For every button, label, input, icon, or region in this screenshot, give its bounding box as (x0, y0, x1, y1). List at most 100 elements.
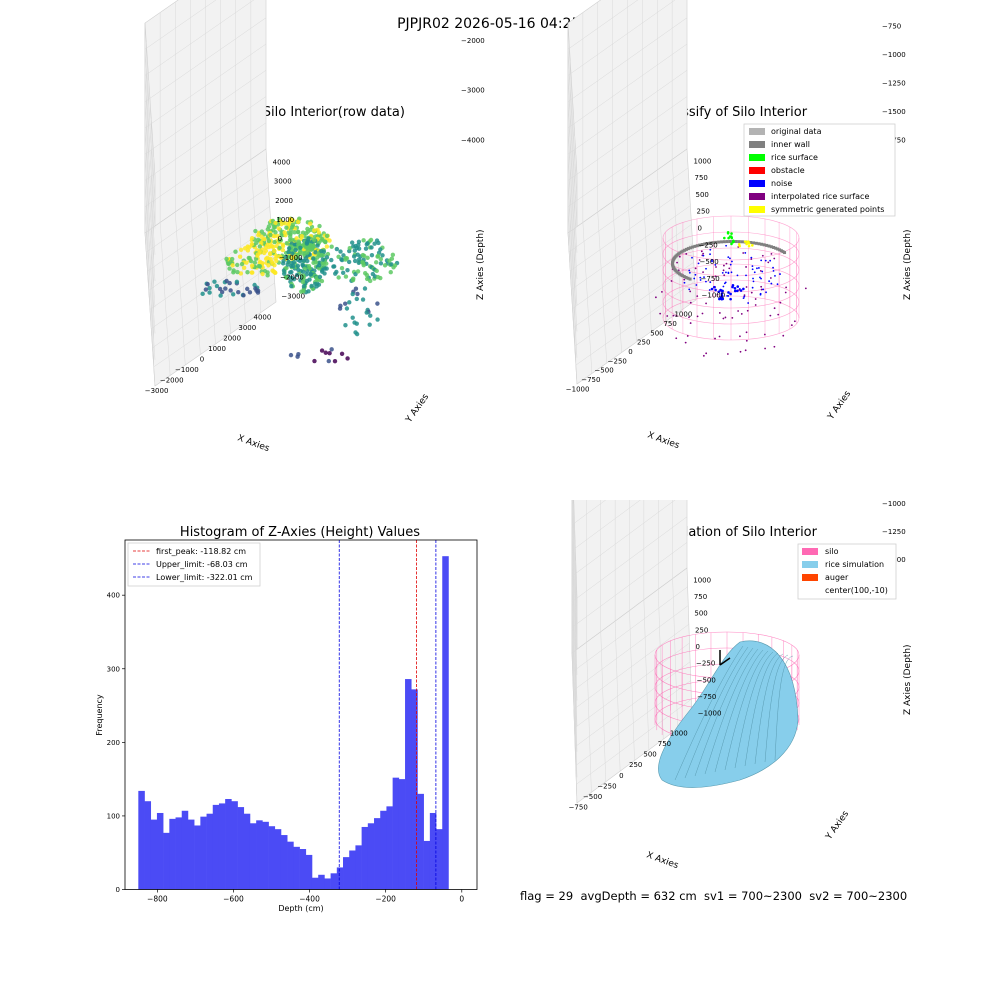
data-point (323, 239, 328, 245)
data-point (305, 229, 311, 234)
data-point (736, 289, 739, 293)
legend-frame (743, 123, 896, 217)
data-point (334, 246, 340, 252)
histogram-bar (367, 823, 375, 890)
data-point (289, 283, 294, 289)
data-point (234, 279, 240, 284)
data-point (760, 277, 762, 280)
data-point (338, 249, 343, 254)
y-tick-label: 2000 (275, 197, 293, 205)
data-point (760, 259, 763, 262)
tick-labels: −800 −600 −400 −200 0 0 100 200 300 400 (107, 592, 465, 904)
y-tick-label: 750 (694, 593, 707, 601)
data-point (737, 240, 741, 244)
data-point (731, 284, 735, 287)
data-point (271, 244, 276, 250)
data-point (361, 238, 366, 243)
z-tick-label: −4000 (461, 137, 485, 145)
data-point (228, 288, 233, 293)
data-point (708, 241, 712, 245)
histogram-bar (262, 821, 269, 890)
data-point (308, 221, 313, 226)
histogram-bar (311, 877, 319, 890)
data-point (262, 236, 267, 242)
data-point (289, 275, 295, 281)
data-point (743, 240, 747, 243)
legend-swatch (802, 561, 818, 568)
data-point (277, 238, 282, 243)
data-point (331, 264, 336, 269)
data-point (346, 259, 352, 265)
data-point (698, 243, 702, 247)
data-point (317, 274, 323, 280)
data-point (702, 252, 705, 255)
data-point (286, 249, 291, 255)
data-point (267, 251, 273, 256)
data-point (736, 285, 740, 288)
data-point (309, 224, 315, 230)
data-point (256, 232, 261, 238)
data-point (691, 256, 693, 259)
data-point (276, 226, 281, 231)
data-point (705, 352, 708, 355)
data-point (272, 239, 277, 245)
data-point (705, 280, 707, 283)
data-point (772, 266, 774, 269)
data-point (679, 250, 683, 254)
data-point (753, 271, 756, 274)
data-point (293, 247, 298, 253)
data-point (312, 358, 317, 364)
data-point (729, 297, 732, 301)
x-tick-label: −1000 (566, 385, 590, 393)
data-point (354, 321, 359, 326)
x-tick-label: 3000 (238, 324, 256, 332)
data-point (715, 266, 717, 268)
data-point (725, 244, 728, 247)
data-point (376, 240, 381, 246)
data-point (688, 246, 692, 250)
data-point (727, 295, 730, 297)
data-point (762, 243, 766, 247)
data-point (329, 257, 334, 263)
data-point (299, 289, 304, 294)
data-point (277, 245, 282, 251)
data-point (324, 244, 330, 249)
x-tick-label: 750 (658, 740, 671, 748)
x-tick-label: −500 (594, 367, 613, 375)
y-tick-label: 0 (278, 235, 282, 243)
x-tick-label: 1000 (208, 345, 226, 353)
data-point (306, 236, 311, 241)
data-point (284, 265, 289, 271)
histogram-bars (138, 556, 449, 890)
data-point (723, 236, 726, 240)
data-point (695, 284, 698, 286)
data-point (684, 247, 688, 251)
y-tick-label: −500 (700, 258, 719, 266)
data-point (702, 354, 705, 357)
histogram-bar (305, 854, 313, 890)
x-tick-label: −200 (375, 895, 396, 904)
x-tick-label: −250 (597, 782, 616, 790)
legend-swatch (749, 128, 765, 135)
legend-swatch (749, 193, 765, 200)
legend-label: center(100,-10) (825, 586, 888, 595)
data-point (683, 281, 686, 284)
data-point (336, 275, 341, 280)
data-point (672, 314, 675, 317)
data-point (765, 243, 769, 247)
data-point (774, 246, 778, 250)
data-point (745, 339, 748, 342)
y-tick-label: 750 (695, 174, 708, 182)
data-point (239, 261, 245, 267)
data-point (249, 236, 255, 241)
data-point (778, 248, 782, 252)
data-point (756, 267, 758, 270)
data-point (392, 263, 398, 268)
plot-frame (124, 539, 478, 890)
data-point (284, 275, 289, 280)
data-point (718, 297, 721, 301)
x-tick-label: 0 (619, 772, 623, 780)
data-point (356, 239, 362, 245)
data-point (230, 263, 235, 268)
legend-label: original data (771, 127, 822, 136)
